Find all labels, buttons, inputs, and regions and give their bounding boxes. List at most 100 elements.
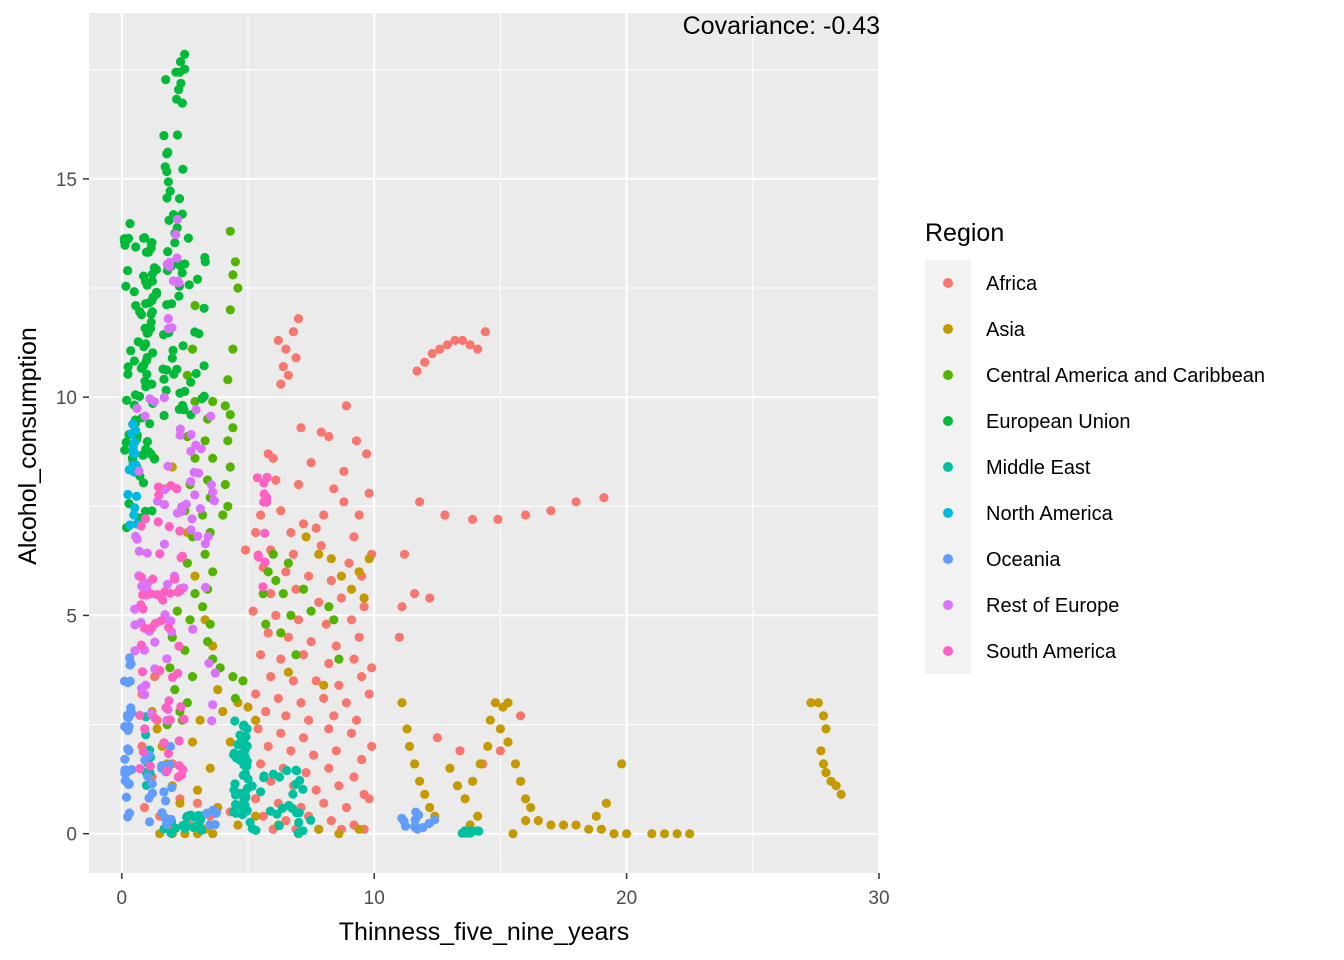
point-european-union	[151, 264, 161, 275]
point-south-america	[252, 473, 262, 483]
point-central-america	[190, 300, 200, 311]
point-middle-east	[259, 771, 269, 781]
point-africa	[311, 676, 321, 686]
point-asia	[821, 768, 831, 778]
point-asia	[591, 811, 601, 821]
point-rest-of-europe	[159, 392, 169, 403]
point-middle-east	[230, 779, 240, 789]
point-asia	[359, 593, 369, 603]
point-africa	[293, 314, 304, 324]
point-middle-east	[189, 812, 199, 822]
point-european-union	[192, 274, 203, 284]
point-central-america	[258, 589, 268, 599]
point-africa	[286, 746, 296, 756]
point-oceania	[410, 822, 420, 832]
point-european-union	[159, 374, 169, 384]
point-central-america	[198, 602, 208, 612]
point-asia	[326, 554, 336, 564]
point-central-america	[230, 693, 240, 704]
point-rest-of-europe	[200, 539, 210, 549]
point-africa	[440, 510, 450, 520]
point-africa	[354, 510, 364, 520]
point-africa	[367, 741, 377, 752]
point-africa	[473, 344, 483, 354]
legend-label: North America	[986, 503, 1114, 525]
legend-label: Central America and Caribbean	[986, 365, 1265, 387]
point-asia	[208, 829, 218, 839]
point-asia	[475, 759, 485, 769]
point-middle-east	[229, 807, 239, 817]
point-africa	[324, 763, 334, 773]
point-rest-of-europe	[193, 531, 203, 541]
point-middle-east	[243, 774, 253, 784]
point-asia	[334, 829, 344, 839]
point-south-america	[162, 766, 172, 776]
point-south-america	[173, 668, 183, 678]
point-european-union	[135, 391, 145, 401]
point-central-america	[298, 584, 309, 594]
point-north-america	[132, 491, 142, 501]
point-asia	[503, 698, 513, 708]
point-rest-of-europe	[134, 466, 144, 476]
x-axis-title: Thinness_five_nine_years	[339, 918, 629, 946]
point-rest-of-europe	[174, 278, 184, 288]
legend-key	[943, 370, 953, 380]
point-asia	[452, 781, 463, 791]
point-central-america	[228, 672, 238, 682]
point-european-union	[174, 194, 185, 204]
point-central-america	[225, 305, 235, 315]
point-africa	[256, 759, 266, 769]
point-africa	[283, 370, 293, 380]
point-middle-east	[239, 760, 249, 770]
point-central-america	[223, 375, 233, 385]
point-asia	[558, 820, 569, 830]
legend-label: Africa	[986, 273, 1038, 295]
point-africa	[364, 689, 374, 699]
point-africa	[351, 715, 362, 725]
point-south-america	[135, 764, 145, 774]
point-south-america	[170, 574, 180, 584]
point-asia	[190, 571, 200, 581]
point-european-union	[183, 233, 193, 243]
point-south-america	[175, 526, 185, 536]
point-rest-of-europe	[134, 546, 144, 556]
point-south-america	[148, 574, 158, 584]
point-rest-of-europe	[195, 504, 205, 514]
point-south-america	[137, 667, 148, 677]
point-rest-of-europe	[162, 654, 172, 664]
point-africa	[455, 746, 465, 756]
point-european-union	[162, 149, 172, 159]
point-oceania	[123, 812, 133, 822]
point-european-union	[141, 382, 151, 392]
point-north-america	[128, 448, 138, 458]
point-rest-of-europe	[137, 683, 147, 693]
point-central-america	[185, 615, 195, 625]
point-european-union	[131, 242, 141, 252]
point-africa	[364, 488, 374, 498]
point-asia	[672, 829, 682, 839]
point-africa	[442, 340, 452, 350]
point-africa	[263, 741, 273, 752]
point-asia	[460, 794, 470, 804]
point-european-union	[142, 369, 152, 379]
point-european-union	[146, 238, 156, 248]
point-africa	[339, 497, 349, 507]
point-south-america	[147, 623, 157, 633]
point-european-union	[194, 329, 204, 339]
point-european-union	[178, 164, 188, 174]
point-asia	[205, 763, 215, 773]
point-european-union	[129, 287, 139, 297]
point-european-union	[178, 341, 188, 351]
point-north-america	[129, 510, 139, 520]
point-central-america	[170, 685, 180, 695]
point-european-union	[162, 365, 172, 375]
point-european-union	[170, 238, 180, 248]
point-africa	[357, 672, 367, 682]
point-oceania	[143, 771, 153, 782]
point-rest-of-europe	[167, 323, 177, 333]
point-asia	[319, 680, 329, 690]
legend-label: Rest of Europe	[986, 595, 1119, 617]
point-asia	[521, 794, 531, 804]
point-middle-east	[288, 789, 298, 799]
